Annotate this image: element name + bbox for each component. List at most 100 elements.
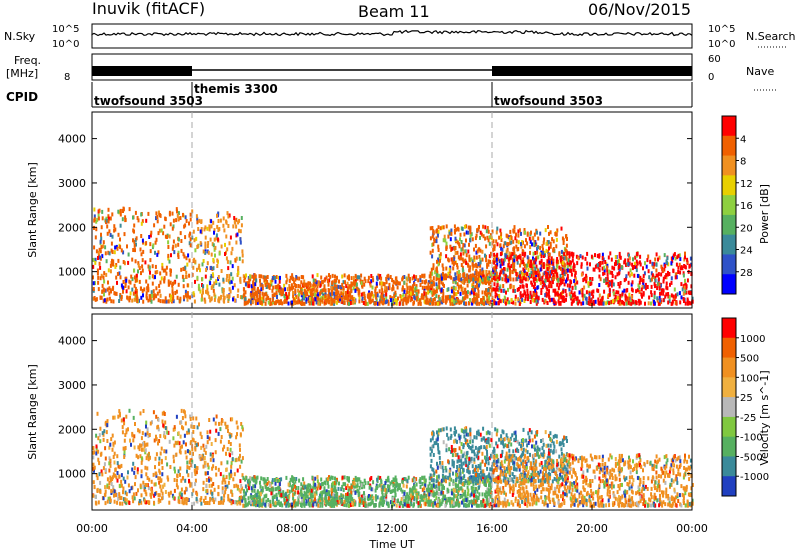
range-cell — [160, 228, 163, 233]
range-cell — [544, 270, 547, 275]
range-cell — [204, 244, 207, 249]
range-cell — [164, 234, 167, 239]
range-cell — [382, 293, 385, 298]
range-cell — [441, 295, 444, 300]
range-cell — [534, 257, 537, 262]
range-cell — [311, 301, 314, 306]
range-cell — [630, 282, 633, 287]
range-cell — [307, 287, 309, 292]
range-cell — [294, 288, 297, 293]
range-cell — [151, 264, 154, 269]
range-cell — [239, 295, 242, 300]
range-cell — [157, 298, 160, 303]
range-cell — [116, 454, 119, 459]
range-cell — [227, 214, 230, 219]
range-cell — [218, 251, 221, 256]
range-cell — [118, 299, 121, 303]
range-cell — [654, 284, 656, 289]
range-cell — [134, 422, 136, 426]
range-cell — [683, 285, 686, 290]
range-cell — [517, 247, 520, 251]
range-cell — [241, 259, 244, 264]
range-cell — [515, 244, 518, 249]
range-cell — [515, 254, 517, 259]
range-cell — [532, 251, 535, 256]
range-cell — [282, 490, 285, 495]
range-cell — [114, 227, 117, 232]
range-cell — [342, 280, 345, 285]
range-cell — [589, 299, 592, 304]
range-cell — [363, 484, 366, 489]
range-cell — [565, 234, 568, 238]
range-cell — [265, 285, 268, 289]
range-cell — [189, 417, 192, 421]
range-cell — [539, 267, 542, 272]
range-cell — [551, 237, 554, 242]
range-cell — [309, 498, 311, 503]
range-cell — [263, 278, 266, 283]
range-cell — [488, 501, 491, 506]
range-cell — [492, 273, 495, 278]
range-cell — [220, 500, 222, 505]
range-cell — [519, 274, 522, 279]
range-cell — [409, 298, 412, 303]
range-cell — [228, 475, 231, 480]
range-cell — [515, 239, 518, 244]
range-cell — [532, 284, 535, 289]
range-cell — [158, 468, 161, 473]
range-cell — [159, 476, 162, 481]
range-cell — [241, 456, 244, 461]
range-cell — [177, 496, 180, 501]
range-cell — [407, 273, 410, 278]
range-cell — [139, 411, 142, 416]
range-cell — [114, 245, 117, 250]
range-cell — [133, 470, 136, 475]
range-cell — [206, 287, 209, 292]
range-cell — [627, 271, 630, 276]
range-cell — [474, 486, 477, 491]
range-cell — [125, 498, 128, 503]
range-cell — [141, 264, 144, 269]
range-cell — [155, 471, 158, 476]
range-cell — [266, 279, 269, 284]
range-cell — [305, 297, 308, 302]
range-cell — [335, 291, 338, 296]
range-cell — [246, 300, 249, 305]
range-cell — [346, 483, 349, 488]
range-cell — [182, 284, 185, 289]
range-cell — [316, 273, 319, 278]
range-cell — [242, 274, 245, 279]
range-cell — [468, 274, 471, 279]
range-cell — [650, 301, 652, 306]
range-cell — [324, 493, 327, 498]
range-cell — [391, 480, 394, 485]
range-cell — [98, 472, 101, 477]
range-cell — [141, 268, 144, 273]
range-cell — [171, 246, 174, 251]
range-cell — [272, 295, 275, 300]
range-cell — [449, 496, 452, 501]
freq-block-late — [492, 66, 692, 76]
range-cell — [574, 273, 577, 278]
range-cell — [138, 447, 141, 452]
colorbar-swatch — [722, 195, 736, 216]
range-cell — [120, 418, 123, 423]
range-cell — [554, 301, 557, 306]
nsky-tick-bottom: 10^0 — [52, 39, 79, 50]
range-cell — [417, 289, 420, 294]
range-cell — [421, 285, 424, 290]
range-cell — [330, 289, 333, 294]
range-cell — [293, 482, 296, 487]
range-cell — [519, 256, 522, 261]
colorbar-tick-label: 8 — [740, 157, 746, 168]
range-cell — [125, 278, 128, 283]
range-cell — [93, 218, 96, 223]
range-cell — [363, 296, 366, 301]
range-cell — [236, 294, 239, 298]
range-cell — [448, 231, 451, 236]
range-cell — [269, 279, 272, 284]
range-cell — [320, 275, 323, 280]
range-cell — [105, 430, 108, 435]
range-cell — [448, 274, 451, 279]
